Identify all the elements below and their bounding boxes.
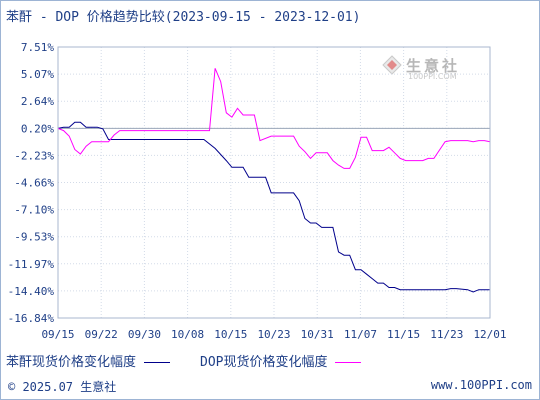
y-tick-label: -14.40%	[8, 285, 55, 298]
chart-series	[57, 68, 491, 293]
y-axis-ticks: 7.51% 5.07% 2.64% 0.20% -2.23% -4.66% -7.10% -9…	[8, 41, 55, 325]
footer-copyright: © 2025.07 生意社	[8, 380, 117, 394]
y-tick-label: -11.97%	[8, 258, 55, 271]
legend-label-series-2: DOP现货价格变化幅度	[200, 355, 328, 370]
x-tick-label: 10/15	[214, 328, 247, 341]
series-line-1	[57, 121, 490, 293]
y-tick-label: -7.10%	[14, 204, 54, 217]
plot-border	[57, 46, 491, 319]
legend-item-series-2: DOP现货价格变化幅度	[200, 351, 362, 370]
watermark: 生意社 100PPI.COM	[382, 55, 482, 89]
chart-grid	[57, 46, 491, 319]
x-tick-label: 10/31	[301, 328, 334, 341]
x-tick-label: 09/22	[85, 328, 118, 341]
x-tick-label: 10/23	[257, 328, 290, 341]
x-axis-ticks: 09/15 09/22 09/30 10/08 10/15 10/23 10/31 11/07…	[41, 328, 506, 341]
y-tick-label: 5.07%	[21, 68, 54, 81]
y-tick-label: -9.53%	[14, 231, 54, 244]
legend-swatch-series-2	[335, 362, 362, 363]
x-tick-label: 11/07	[344, 328, 377, 341]
y-tick-label: 7.51%	[21, 41, 54, 54]
chart-title: 苯酐 - DOP 价格趋势比较(2023-09-15 - 2023-12-01)	[6, 10, 361, 25]
watermark-brand: 生意社	[406, 57, 461, 75]
x-tick-label: 09/30	[128, 328, 161, 341]
watermark-logo-icon	[382, 55, 402, 75]
legend-label-series-1: 苯酐现货价格变化幅度	[6, 355, 137, 370]
y-tick-label: 0.20%	[21, 122, 54, 135]
x-tick-label: 12/01	[473, 328, 506, 341]
x-tick-label: 11/23	[430, 328, 463, 341]
footer-site: www.100PPI.com	[430, 378, 532, 392]
y-tick-label: -4.66%	[14, 177, 54, 190]
series-line-2	[57, 68, 491, 169]
legend-swatch-series-1	[144, 362, 171, 363]
x-tick-label: 09/15	[41, 328, 74, 341]
x-tick-label: 11/15	[387, 328, 420, 341]
watermark-url: 100PPI.COM	[408, 72, 457, 81]
y-tick-label: -2.23%	[14, 149, 54, 162]
x-tick-label: 10/08	[171, 328, 204, 341]
legend-item-series-1: 苯酐现货价格变化幅度	[6, 351, 171, 370]
y-tick-label: -16.84%	[8, 312, 55, 325]
y-tick-label: 2.64%	[21, 95, 54, 108]
